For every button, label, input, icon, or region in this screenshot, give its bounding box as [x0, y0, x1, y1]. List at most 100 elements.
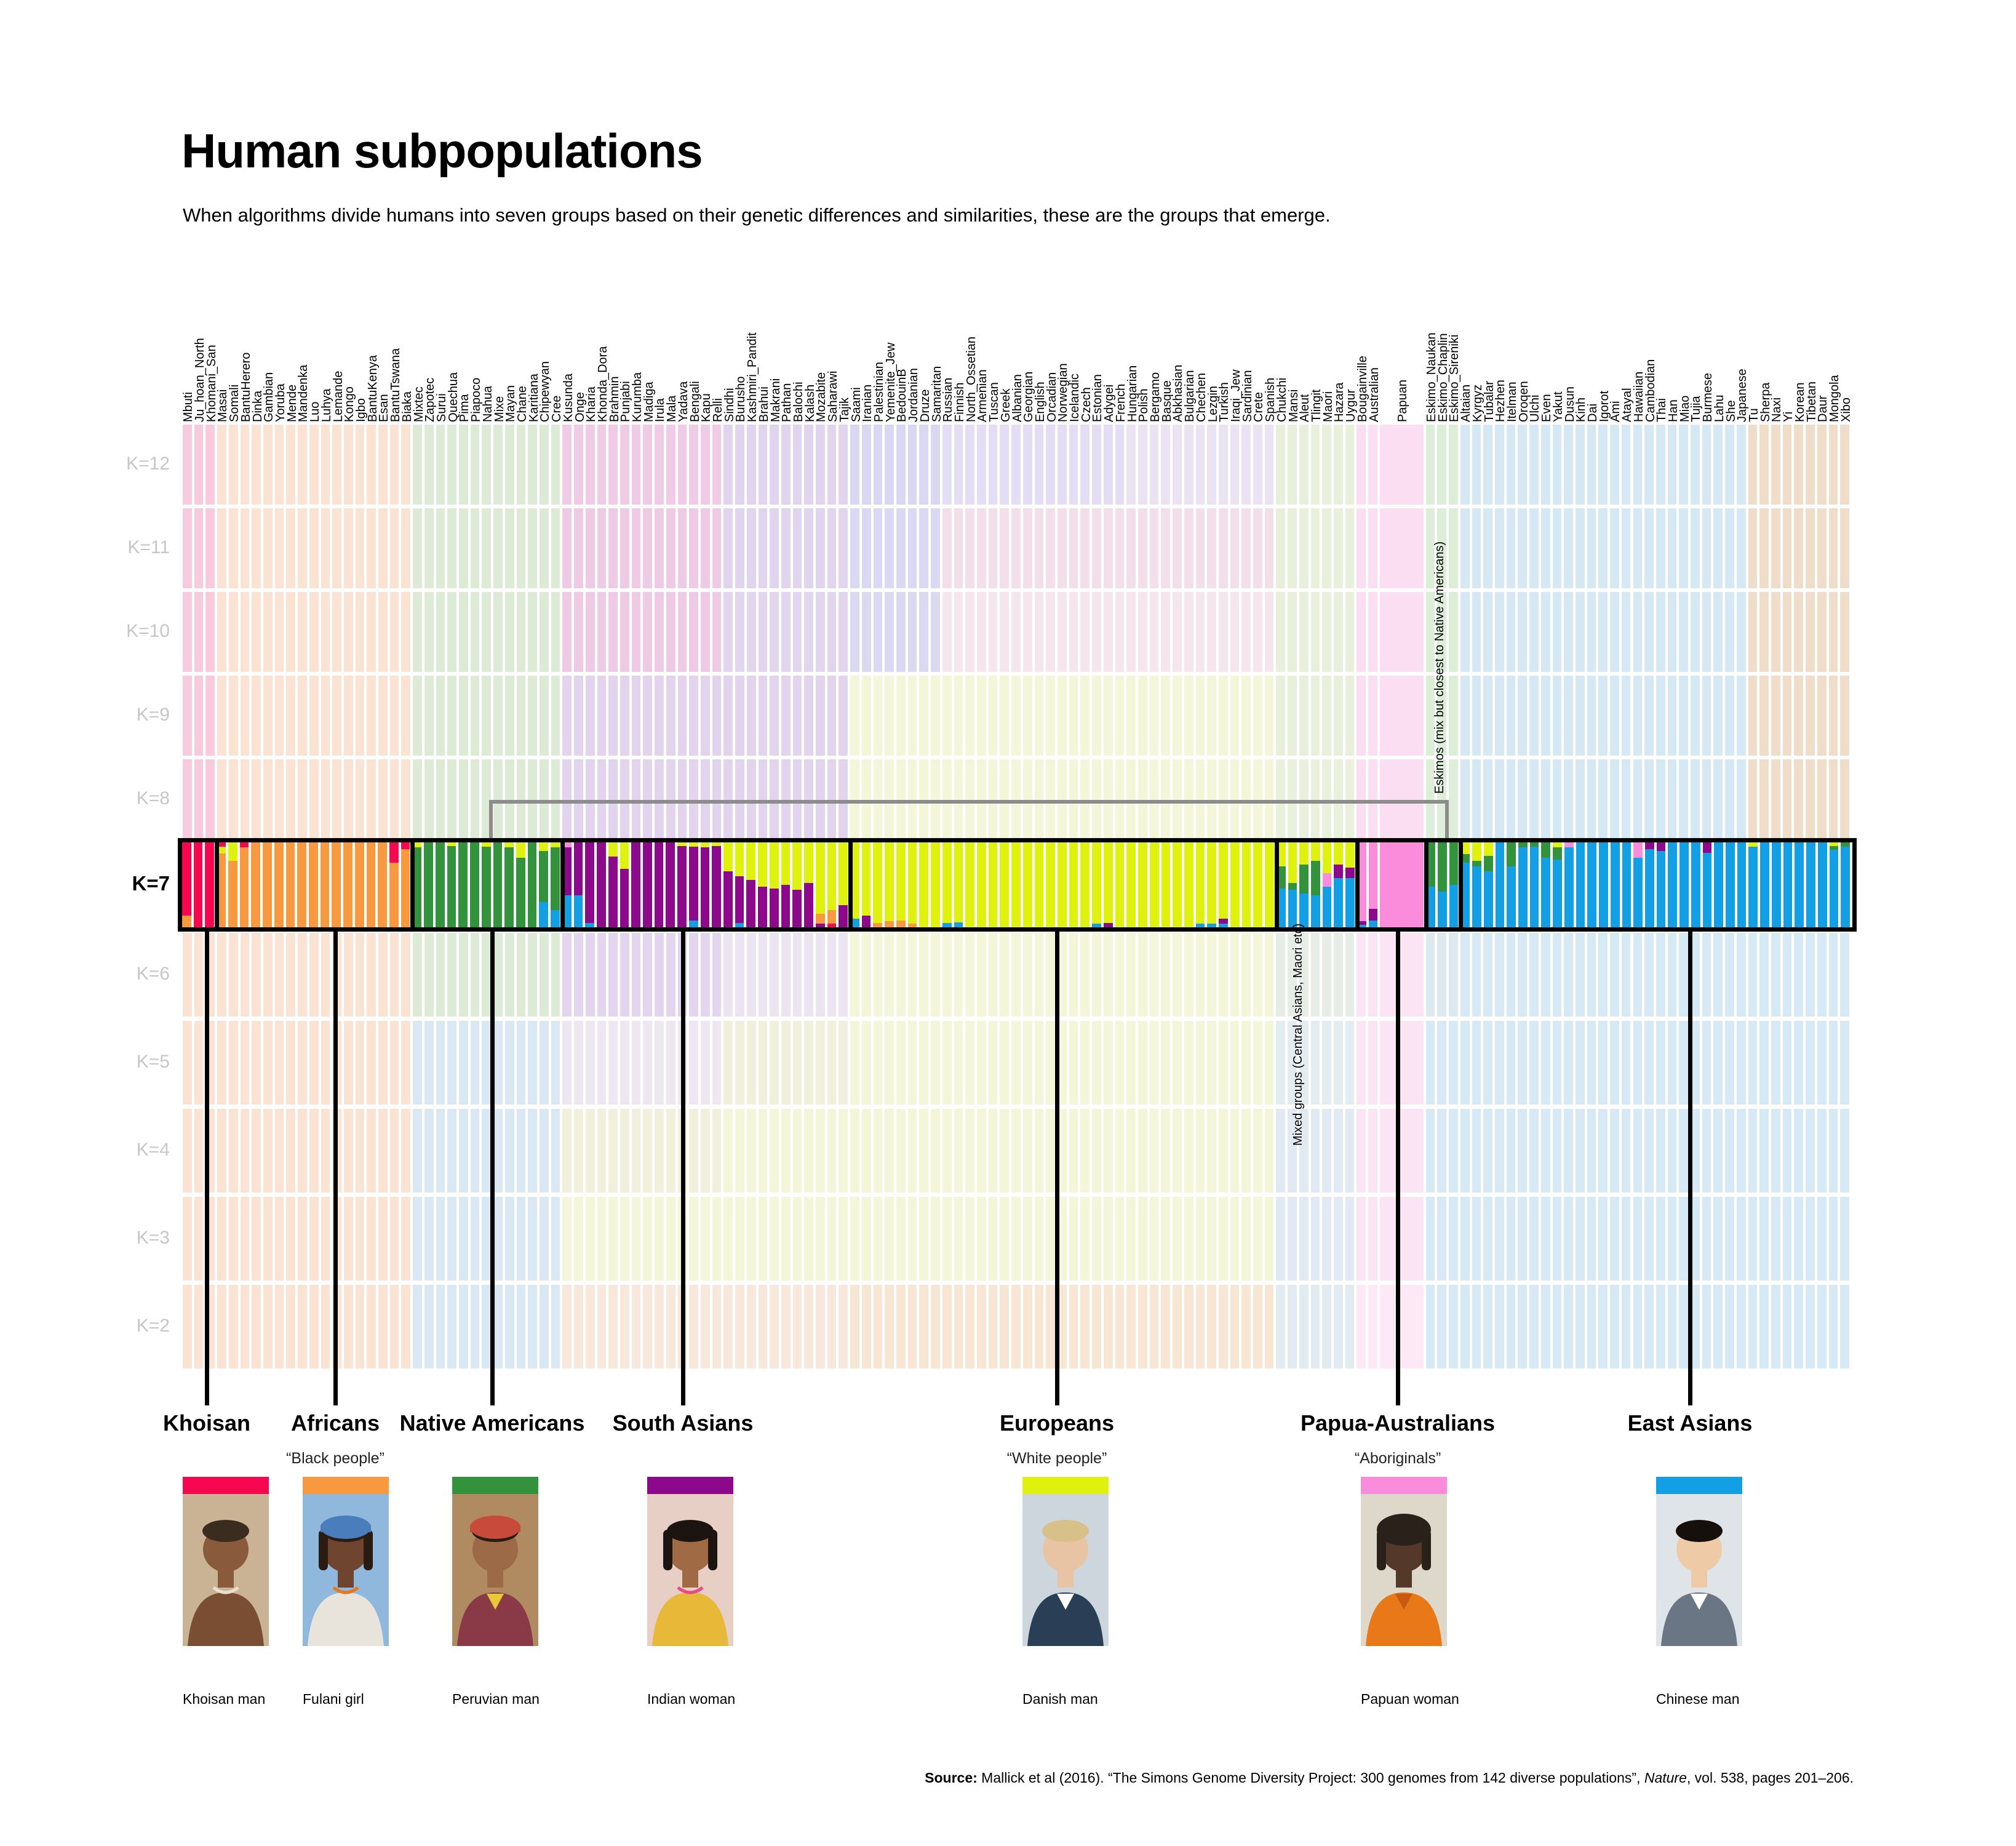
population-column: [1621, 592, 1633, 672]
population-column: [1022, 425, 1035, 505]
population-column: [1115, 1285, 1127, 1369]
population-column: [1092, 676, 1104, 756]
population-column: [965, 676, 977, 756]
population-column: [1288, 933, 1299, 1017]
population-column: [1241, 425, 1254, 505]
population-column: [919, 1197, 931, 1281]
population-column: [1529, 759, 1541, 839]
population-column: [217, 933, 229, 1017]
population-column: [1506, 676, 1518, 756]
population-column: [1322, 592, 1334, 672]
population-column: [1806, 508, 1817, 588]
population-column: [424, 425, 436, 505]
cluster-segment-a: [389, 863, 399, 927]
group-divider: [848, 838, 853, 932]
cluster-segment-b: [1541, 857, 1551, 927]
population-column-k7: [1058, 842, 1069, 927]
population-column: [516, 1197, 528, 1281]
population-column: [1667, 1021, 1679, 1105]
population-column: [1253, 759, 1265, 839]
population-column: [1253, 425, 1265, 505]
population-column: [1126, 1021, 1138, 1105]
population-column-k7: [1564, 842, 1576, 927]
population-column: [954, 1109, 966, 1193]
population-column: [228, 1021, 241, 1105]
population-column: [551, 933, 563, 1017]
population-column: [1173, 676, 1184, 756]
population-column: [1241, 759, 1254, 839]
population-column: [1494, 933, 1507, 1017]
photo-image: [647, 1494, 733, 1646]
cluster-segment-e: [516, 842, 525, 858]
population-column: [1518, 1285, 1530, 1369]
population-column-k7: [1610, 842, 1622, 927]
population-column: [643, 933, 655, 1017]
population-column: [1334, 425, 1345, 505]
population-label: Finnish: [952, 382, 966, 422]
population-column: [1552, 759, 1564, 839]
population-column: [1840, 1021, 1852, 1105]
population-column: [1702, 1109, 1714, 1193]
population-column: [1736, 1197, 1748, 1281]
population-column: [735, 425, 747, 505]
population-column: [1368, 508, 1380, 588]
population-column: [1782, 1021, 1795, 1105]
population-column: [1184, 508, 1196, 588]
population-column: [343, 759, 356, 839]
population-column: [700, 759, 712, 839]
population-column: [504, 759, 517, 839]
population-column: [263, 592, 275, 672]
cluster-color-swatch: [647, 1477, 733, 1494]
population-column: [217, 1285, 229, 1369]
cluster-segment-s: [631, 842, 640, 927]
cluster-segment-n: [1541, 842, 1551, 858]
population-column: [712, 759, 724, 839]
population-column: [1644, 933, 1656, 1017]
cluster-segment-s: [1656, 842, 1666, 851]
cluster-segment-b: [1806, 842, 1815, 927]
population-column: [194, 1197, 206, 1281]
cluster-segment-e: [1069, 842, 1078, 927]
population-column: [1575, 759, 1587, 839]
cluster-segment-e: [1195, 842, 1205, 924]
admixture-row-K12: [183, 425, 1852, 505]
population-column: [1288, 1021, 1299, 1105]
population-column: [1633, 759, 1645, 839]
cluster-segment-b: [1495, 842, 1505, 927]
population-column: [1241, 676, 1254, 756]
population-column: [551, 1109, 563, 1193]
population-column: [240, 933, 252, 1017]
population-column: [1080, 592, 1093, 672]
population-column: [1137, 933, 1150, 1017]
population-column-k7: [620, 842, 632, 927]
population-column: [205, 508, 218, 588]
population-column: [1817, 933, 1829, 1017]
population-column-k7: [919, 842, 931, 927]
population-column: [1817, 1197, 1829, 1281]
population-column: [896, 592, 908, 672]
population-column: [1610, 1197, 1622, 1281]
population-column: [309, 592, 321, 672]
population-column: [1540, 1109, 1553, 1193]
population-column: [1207, 1021, 1219, 1105]
population-column: [885, 592, 897, 672]
population-label: Yadava: [676, 381, 690, 422]
population-column: [1000, 1285, 1012, 1369]
cluster-segment-e: [1288, 842, 1297, 884]
population-column: [401, 1021, 413, 1105]
population-column: [1667, 676, 1679, 756]
population-column: [1115, 1197, 1127, 1281]
population-column: [574, 1285, 586, 1369]
population-column: [1806, 759, 1817, 839]
population-column: [919, 676, 931, 756]
population-column: [585, 1021, 597, 1105]
cluster-segment-n: [1529, 842, 1539, 847]
population-column: [1655, 676, 1668, 756]
population-column: [1230, 759, 1242, 839]
population-column: [332, 676, 344, 756]
population-column: [1598, 592, 1611, 672]
population-column-k7: [746, 842, 759, 927]
population-column: [205, 425, 218, 505]
population-column: [965, 1197, 977, 1281]
population-column: [1357, 1285, 1369, 1369]
